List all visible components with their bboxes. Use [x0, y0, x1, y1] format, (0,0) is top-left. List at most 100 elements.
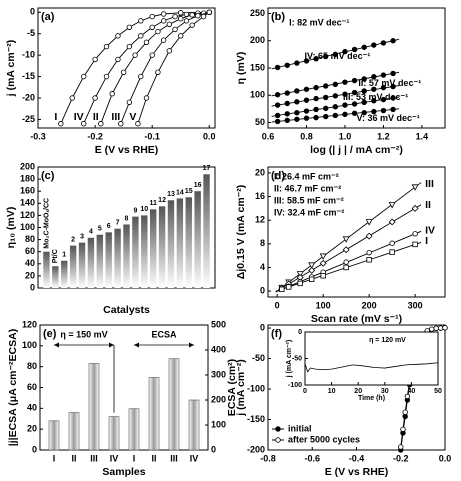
- x-tick-label: -0.2: [87, 131, 103, 141]
- marker: [319, 259, 327, 267]
- x-tick-label: -0.6: [304, 453, 320, 463]
- y-tick-label: 60: [25, 246, 35, 256]
- bar: [43, 251, 50, 288]
- series-label: IV: [74, 111, 84, 123]
- marker: [342, 246, 350, 254]
- marker: [351, 110, 358, 116]
- marker: [103, 73, 110, 80]
- marker: [275, 437, 281, 443]
- marker: [120, 69, 127, 75]
- y-tick-label: 40: [27, 403, 37, 413]
- marker: [189, 22, 195, 28]
- marker: [206, 9, 212, 15]
- annotation: III: 58.5 mF cm⁻²: [274, 195, 344, 205]
- marker: [371, 42, 377, 48]
- y-tick-label: 200: [20, 161, 35, 171]
- bar: [149, 209, 157, 288]
- annotation: II: 46.7 mF cm⁻²: [274, 183, 341, 193]
- bar: [141, 215, 148, 288]
- marker: [365, 232, 373, 240]
- marker: [313, 95, 319, 102]
- bar-label: 5: [98, 226, 102, 233]
- series-line: [83, 11, 210, 124]
- panel-label: (e): [43, 328, 57, 340]
- bar-label: 10: [140, 206, 148, 213]
- marker: [437, 325, 444, 331]
- y-tick-label: 200: [250, 35, 265, 45]
- marker: [389, 240, 395, 246]
- marker: [361, 88, 367, 94]
- annotation: IV: 32.4 mF cm⁻²: [274, 207, 344, 217]
- marker: [183, 18, 190, 24]
- marker: [343, 264, 349, 271]
- series-line: [120, 11, 210, 124]
- annotation: V: 36 mV dec⁻¹: [357, 113, 420, 123]
- marker: [351, 77, 358, 84]
- marker: [284, 111, 290, 117]
- y-tick-label: 0: [32, 444, 37, 454]
- marker: [332, 112, 339, 119]
- x-tick-label: 50: [434, 388, 442, 395]
- marker: [332, 81, 339, 88]
- marker: [371, 108, 377, 115]
- x-tick-label: I: [53, 453, 56, 463]
- marker: [319, 253, 327, 260]
- y-tick-label: 100: [20, 222, 35, 232]
- legend-label: after 5000 cycles: [288, 434, 360, 444]
- marker: [284, 90, 290, 96]
- marker: [380, 96, 387, 103]
- marker: [342, 79, 348, 85]
- y2-tick-label: 300: [211, 369, 226, 379]
- x-axis-label: Scan rate (mV s⁻¹): [311, 313, 402, 325]
- y-tick-label: 20: [27, 424, 37, 434]
- bar-label: 15: [185, 188, 193, 195]
- marker: [361, 99, 367, 106]
- marker: [390, 38, 396, 44]
- bar: [52, 266, 59, 288]
- marker: [279, 286, 285, 293]
- bar-label: 16: [194, 182, 202, 189]
- marker: [172, 26, 178, 33]
- marker: [166, 48, 173, 54]
- marker: [308, 266, 316, 274]
- marker: [80, 121, 87, 127]
- marker: [303, 58, 310, 64]
- marker: [308, 262, 316, 269]
- marker: [143, 95, 150, 101]
- y-tick-label: 16: [255, 191, 265, 201]
- series-line: [304, 362, 439, 373]
- bar: [105, 232, 112, 288]
- bar: [123, 224, 130, 288]
- x-tick-label: 40: [408, 388, 416, 395]
- marker: [118, 121, 124, 127]
- marker: [143, 39, 150, 45]
- marker: [303, 115, 310, 121]
- marker: [323, 105, 329, 112]
- marker: [398, 444, 404, 450]
- y-tick-label: 250: [250, 8, 265, 18]
- marker: [371, 98, 377, 104]
- marker: [166, 21, 173, 27]
- legend-label: initial: [288, 423, 312, 433]
- y-tick-label: 180: [20, 173, 35, 183]
- y-tick-label: -15: [22, 71, 35, 81]
- y-tick-label: -100: [247, 383, 265, 393]
- marker: [342, 91, 348, 97]
- marker: [195, 13, 201, 19]
- series-line: [60, 11, 210, 124]
- y-tick-label: 160: [20, 186, 35, 196]
- x-tick-label: 10: [328, 388, 336, 395]
- marker: [303, 86, 310, 92]
- marker: [138, 73, 144, 80]
- y-tick-label: 40: [25, 258, 35, 268]
- y-axis-label: η (mV): [235, 52, 247, 85]
- bar-label: 6: [107, 223, 111, 230]
- y-tick-label: -150: [247, 414, 265, 424]
- marker: [92, 95, 98, 101]
- bar: [158, 206, 166, 288]
- marker: [313, 114, 319, 121]
- marker: [351, 46, 358, 53]
- y2-tick-label: 200: [211, 394, 226, 404]
- bar: [68, 412, 80, 451]
- marker: [390, 95, 396, 101]
